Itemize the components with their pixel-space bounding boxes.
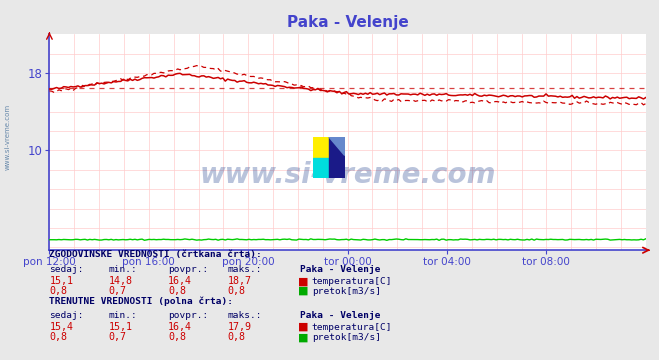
Text: 15,1: 15,1 — [109, 322, 132, 332]
Text: 0,8: 0,8 — [227, 332, 245, 342]
Text: TRENUTNE VREDNOSTI (polna črta):: TRENUTNE VREDNOSTI (polna črta): — [49, 297, 233, 306]
Bar — [313, 158, 329, 178]
Text: 0,8: 0,8 — [227, 286, 245, 296]
Polygon shape — [329, 137, 345, 156]
Text: Paka - Velenje: Paka - Velenje — [300, 265, 380, 274]
Text: temperatura[C]: temperatura[C] — [312, 278, 392, 287]
Text: pretok[m3/s]: pretok[m3/s] — [312, 333, 381, 342]
Text: min.:: min.: — [109, 265, 138, 274]
Text: 16,4: 16,4 — [168, 322, 192, 332]
Text: povpr.:: povpr.: — [168, 265, 208, 274]
Text: 18,7: 18,7 — [227, 276, 251, 287]
Text: 17,9: 17,9 — [227, 322, 251, 332]
Text: sedaj:: sedaj: — [49, 265, 84, 274]
Text: 14,8: 14,8 — [109, 276, 132, 287]
Text: 0,7: 0,7 — [109, 286, 127, 296]
Text: 15,1: 15,1 — [49, 276, 73, 287]
Text: 0,8: 0,8 — [168, 286, 186, 296]
Text: 16,4: 16,4 — [168, 276, 192, 287]
Text: Paka - Velenje: Paka - Velenje — [300, 311, 380, 320]
Text: www.si-vreme.com: www.si-vreme.com — [200, 161, 496, 189]
Text: min.:: min.: — [109, 311, 138, 320]
Text: maks.:: maks.: — [227, 311, 262, 320]
Text: ■: ■ — [298, 322, 308, 332]
Text: www.si-vreme.com: www.si-vreme.com — [5, 104, 11, 170]
Text: 0,8: 0,8 — [168, 332, 186, 342]
Text: sedaj:: sedaj: — [49, 311, 84, 320]
Text: pretok[m3/s]: pretok[m3/s] — [312, 287, 381, 296]
Text: ■: ■ — [298, 286, 308, 296]
Title: Paka - Velenje: Paka - Velenje — [287, 15, 409, 30]
Text: 0,7: 0,7 — [109, 332, 127, 342]
Bar — [329, 137, 345, 178]
Text: ZGODOVINSKE VREDNOSTI (črtkana črta):: ZGODOVINSKE VREDNOSTI (črtkana črta): — [49, 251, 262, 260]
Text: maks.:: maks.: — [227, 265, 262, 274]
Text: temperatura[C]: temperatura[C] — [312, 323, 392, 332]
Text: 0,8: 0,8 — [49, 332, 67, 342]
Text: ■: ■ — [298, 276, 308, 287]
Text: povpr.:: povpr.: — [168, 311, 208, 320]
Text: 15,4: 15,4 — [49, 322, 73, 332]
Bar — [313, 137, 329, 158]
Text: ■: ■ — [298, 332, 308, 342]
Text: 0,8: 0,8 — [49, 286, 67, 296]
